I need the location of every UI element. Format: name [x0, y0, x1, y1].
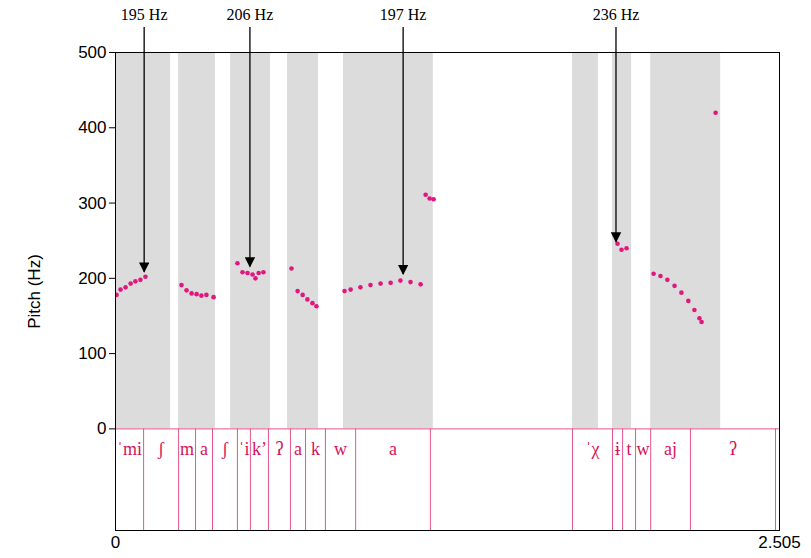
svg-text:ˈi: ˈi	[238, 439, 249, 459]
svg-text:206 Hz: 206 Hz	[227, 6, 274, 23]
svg-text:m: m	[180, 439, 194, 459]
svg-text:400: 400	[78, 118, 106, 137]
svg-text:w: w	[334, 439, 347, 459]
svg-text:2.505: 2.505	[758, 533, 801, 552]
svg-text:ˈmi: ˈmi	[117, 439, 142, 459]
svg-text:aj: aj	[664, 439, 677, 459]
svg-text:k’: k’	[252, 439, 267, 459]
svg-text:0: 0	[111, 533, 120, 552]
svg-text:500: 500	[78, 43, 106, 62]
svg-text:300: 300	[78, 193, 106, 212]
svg-text:ʔ: ʔ	[275, 439, 283, 459]
svg-text:ʃ: ʃ	[157, 439, 165, 459]
svg-text:k: k	[311, 439, 320, 459]
svg-text:ˈχ: ˈχ	[586, 439, 600, 459]
svg-text:236 Hz: 236 Hz	[593, 6, 640, 23]
svg-text:ʃ: ʃ	[221, 439, 229, 459]
svg-text:a: a	[200, 439, 208, 459]
svg-text:a: a	[294, 439, 302, 459]
svg-text:t: t	[627, 439, 632, 459]
svg-text:a: a	[389, 439, 397, 459]
svg-text:w: w	[637, 439, 650, 459]
svg-text:ʔ: ʔ	[729, 439, 737, 459]
svg-text:200: 200	[78, 269, 106, 288]
svg-text:ɨ: ɨ	[615, 439, 620, 459]
svg-text:0: 0	[97, 419, 106, 438]
svg-text:195 Hz: 195 Hz	[121, 6, 168, 23]
svg-text:197 Hz: 197 Hz	[380, 6, 427, 23]
svg-text:100: 100	[78, 344, 106, 363]
svg-text:Pitch (Hz): Pitch (Hz)	[25, 254, 44, 329]
